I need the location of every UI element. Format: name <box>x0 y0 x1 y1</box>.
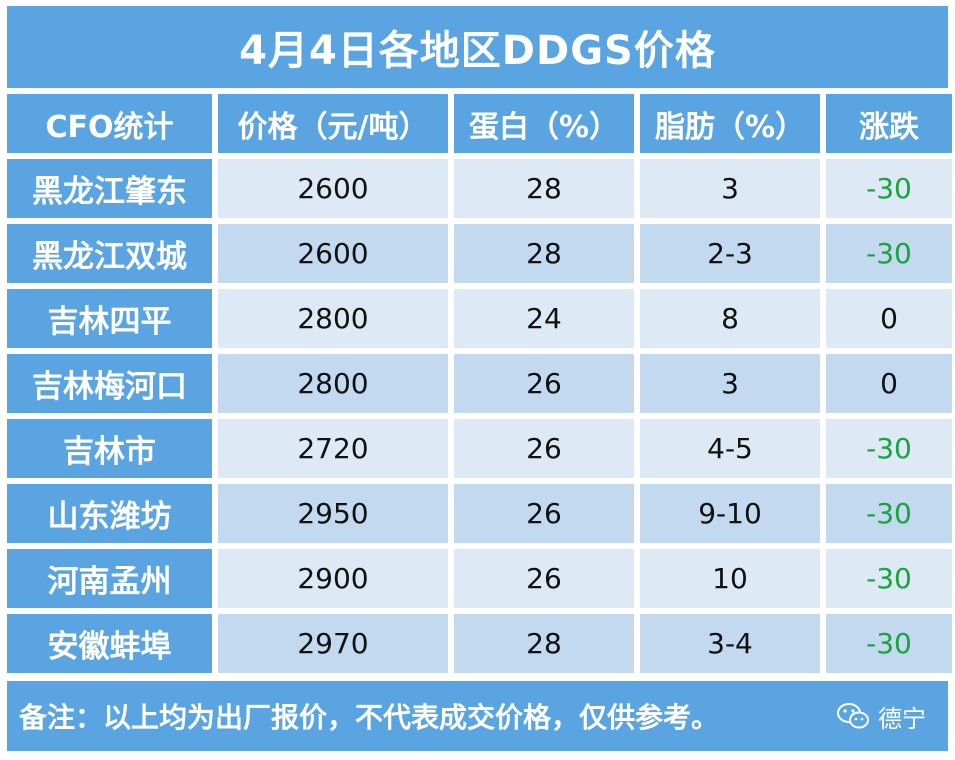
change-cell: -30 <box>826 419 952 478</box>
price-cell: 2720 <box>218 419 448 478</box>
protein-cell: 24 <box>454 289 634 348</box>
fat-cell: 9-10 <box>640 484 820 543</box>
protein-cell: 28 <box>454 159 634 218</box>
change-cell: -30 <box>826 159 952 218</box>
region-cell: 黑龙江双城 <box>7 224 212 283</box>
region-cell: 吉林市 <box>7 419 212 478</box>
fat-cell: 8 <box>640 289 820 348</box>
price-cell: 2970 <box>218 614 448 673</box>
table-row: 黑龙江双城 2600 28 2-3 -30 <box>7 224 952 283</box>
header-protein: 蛋白（%） <box>454 94 634 153</box>
table-title: 4月4日各地区DDGS价格 <box>7 6 948 88</box>
region-cell: 黑龙江肇东 <box>7 159 212 218</box>
fat-cell: 4-5 <box>640 419 820 478</box>
protein-cell: 26 <box>454 354 634 413</box>
change-cell: 0 <box>826 289 952 348</box>
price-cell: 2950 <box>218 484 448 543</box>
header-change: 涨跌 <box>826 94 952 153</box>
price-cell: 2600 <box>218 159 448 218</box>
change-cell: -30 <box>826 224 952 283</box>
change-cell: -30 <box>826 549 952 608</box>
protein-cell: 28 <box>454 614 634 673</box>
protein-cell: 26 <box>454 484 634 543</box>
region-cell: 安徽蚌埠 <box>7 614 212 673</box>
table-body: 黑龙江肇东 2600 28 3 -30 黑龙江双城 2600 28 2-3 -30 吉林四平 2800… <box>7 159 952 673</box>
price-cell: 2800 <box>218 354 448 413</box>
price-cell: 2800 <box>218 289 448 348</box>
table-row: 山东潍坊 2950 26 9-10 -30 <box>7 484 952 543</box>
header-fat: 脂肪（%） <box>640 94 820 153</box>
note-bar: 备注：以上均为出厂报价，不代表成交价格，仅供参考。 德宁 <box>7 681 948 751</box>
change-cell: -30 <box>826 614 952 673</box>
note-text: 备注：以上均为出厂报价，不代表成交价格，仅供参考。 <box>19 701 720 734</box>
protein-cell: 28 <box>454 224 634 283</box>
fat-cell: 3 <box>640 354 820 413</box>
price-cell: 2900 <box>218 549 448 608</box>
price-table: CFO统计 价格（元/吨） 蛋白（%） 脂肪（%） 涨跌 黑龙江肇东 2600 28… <box>1 88 955 679</box>
fat-cell: 3 <box>640 159 820 218</box>
region-cell: 吉林梅河口 <box>7 354 212 413</box>
table-row: 河南孟州 2900 26 10 -30 <box>7 549 952 608</box>
watermark-text: 德宁 <box>878 704 926 733</box>
fat-cell: 10 <box>640 549 820 608</box>
change-cell: -30 <box>826 484 952 543</box>
fat-cell: 2-3 <box>640 224 820 283</box>
header-row: CFO统计 价格（元/吨） 蛋白（%） 脂肪（%） 涨跌 <box>7 94 952 153</box>
fat-cell: 3-4 <box>640 614 820 673</box>
protein-cell: 26 <box>454 549 634 608</box>
header-source: CFO统计 <box>7 94 212 153</box>
protein-cell: 26 <box>454 419 634 478</box>
change-cell: 0 <box>826 354 952 413</box>
table-row: 吉林市 2720 26 4-5 -30 <box>7 419 952 478</box>
region-cell: 河南孟州 <box>7 549 212 608</box>
table-row: 吉林四平 2800 24 8 0 <box>7 289 952 348</box>
wechat-icon <box>837 703 869 729</box>
price-cell: 2600 <box>218 224 448 283</box>
table-row: 黑龙江肇东 2600 28 3 -30 <box>7 159 952 218</box>
table-row: 安徽蚌埠 2970 28 3-4 -30 <box>7 614 952 673</box>
region-cell: 山东潍坊 <box>7 484 212 543</box>
watermark: 德宁 <box>836 681 926 751</box>
region-cell: 吉林四平 <box>7 289 212 348</box>
header-price: 价格（元/吨） <box>218 94 448 153</box>
table-row: 吉林梅河口 2800 26 3 0 <box>7 354 952 413</box>
